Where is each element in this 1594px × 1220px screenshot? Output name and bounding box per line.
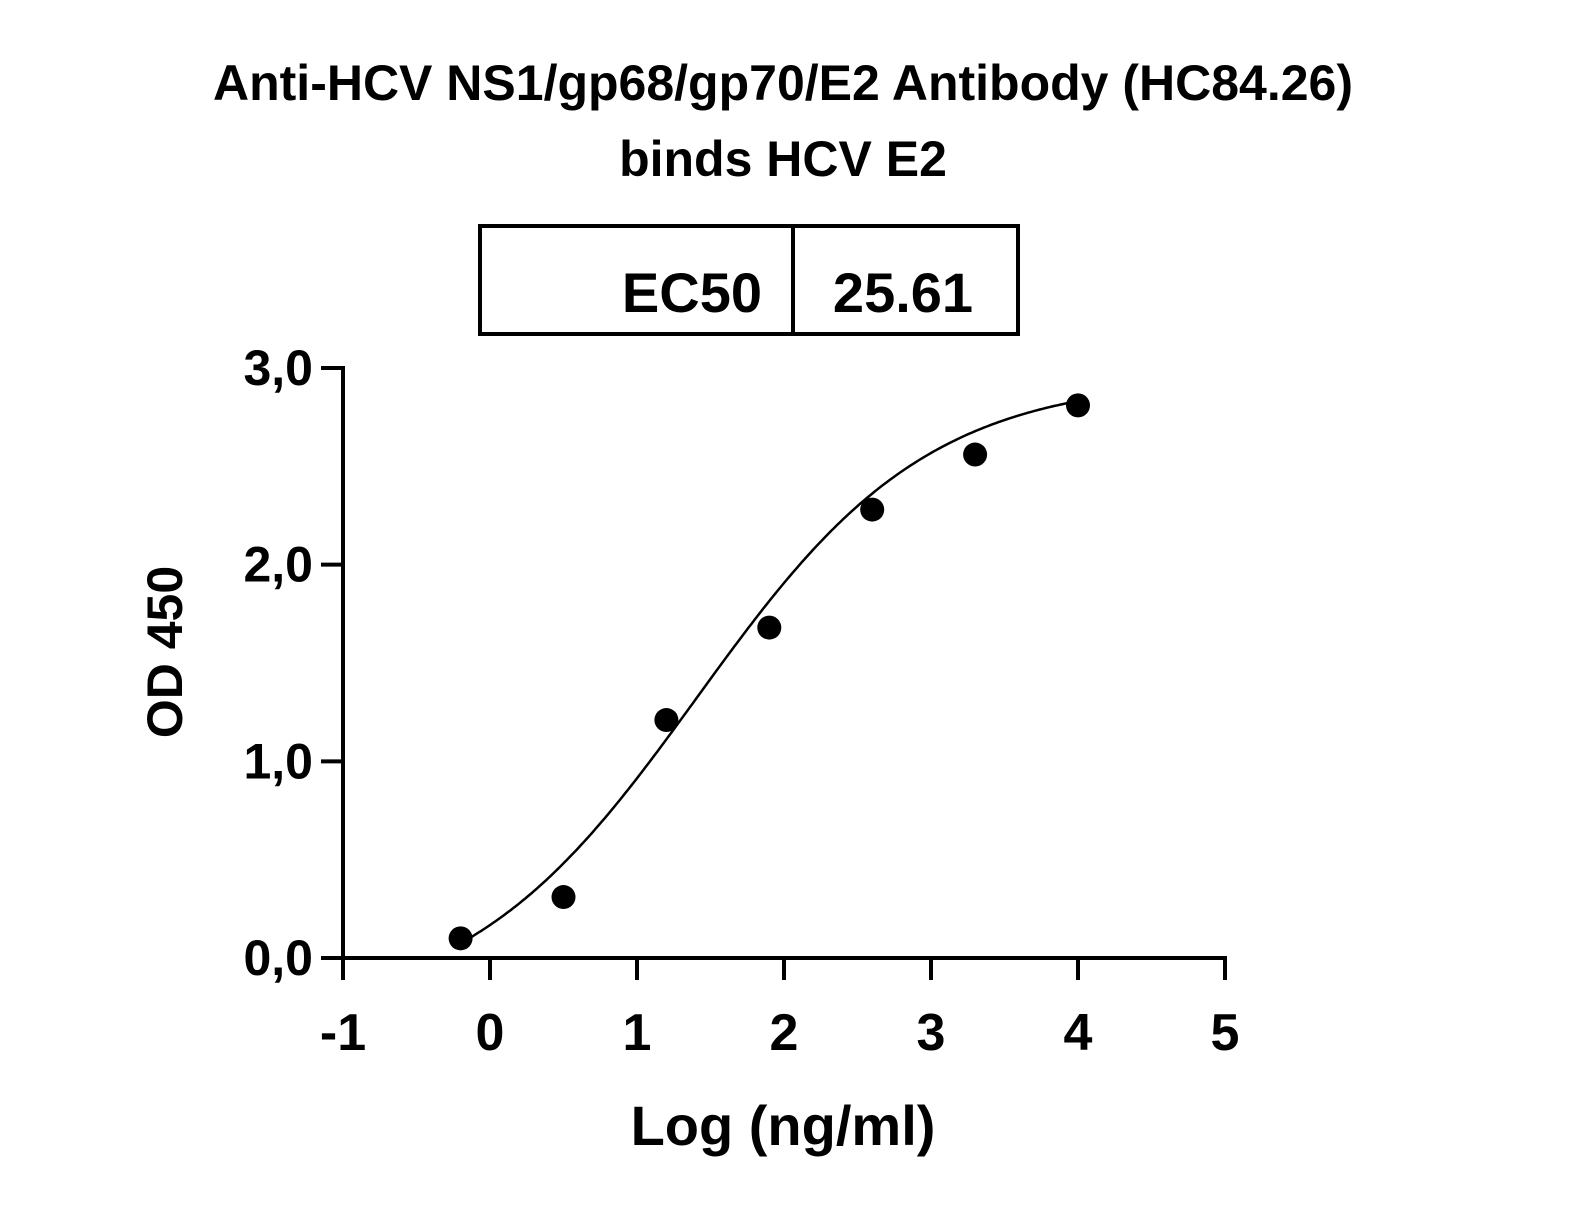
data-point bbox=[654, 708, 679, 733]
x-tick-label: 1 bbox=[623, 1004, 652, 1062]
axes: -1 0 1 2 3 4 5 0,0 1,0 2,0 3,0 bbox=[243, 340, 1239, 1062]
x-tick-label: 0 bbox=[476, 1004, 505, 1062]
data-point bbox=[1066, 393, 1090, 418]
chart-title-line1: Anti-HCV NS1/gp68/gp70/E2 Antibody (HC84… bbox=[213, 55, 1353, 111]
data-point bbox=[963, 442, 988, 467]
data-point bbox=[757, 615, 782, 640]
y-tick-label: 0,0 bbox=[243, 930, 313, 986]
ec50-value: 25.61 bbox=[833, 261, 973, 324]
ec50-label: EC50 bbox=[622, 261, 762, 324]
ec50-table: EC50 25.61 bbox=[478, 224, 1020, 336]
x-tick-label: 3 bbox=[917, 1004, 946, 1062]
x-tick-label: -1 bbox=[320, 1004, 366, 1062]
y-tick-label: 1,0 bbox=[243, 733, 313, 789]
ec50-box bbox=[478, 224, 1020, 336]
x-tick-label: 4 bbox=[1064, 1004, 1093, 1062]
y-axis-label: OD 450 bbox=[137, 566, 193, 738]
y-tick-label: 2,0 bbox=[243, 537, 313, 593]
x-tick-label: 5 bbox=[1211, 1004, 1240, 1062]
fit-curve bbox=[459, 399, 1079, 945]
x-axis-label: Log (ng/ml) bbox=[631, 1094, 936, 1157]
data-points bbox=[448, 393, 1090, 951]
chart-title-line2: binds HCV E2 bbox=[619, 131, 947, 187]
data-point bbox=[448, 926, 473, 951]
y-tick-label: 3,0 bbox=[243, 340, 313, 396]
data-point bbox=[860, 497, 885, 522]
x-tick-label: 2 bbox=[770, 1004, 799, 1062]
data-point bbox=[551, 885, 576, 910]
